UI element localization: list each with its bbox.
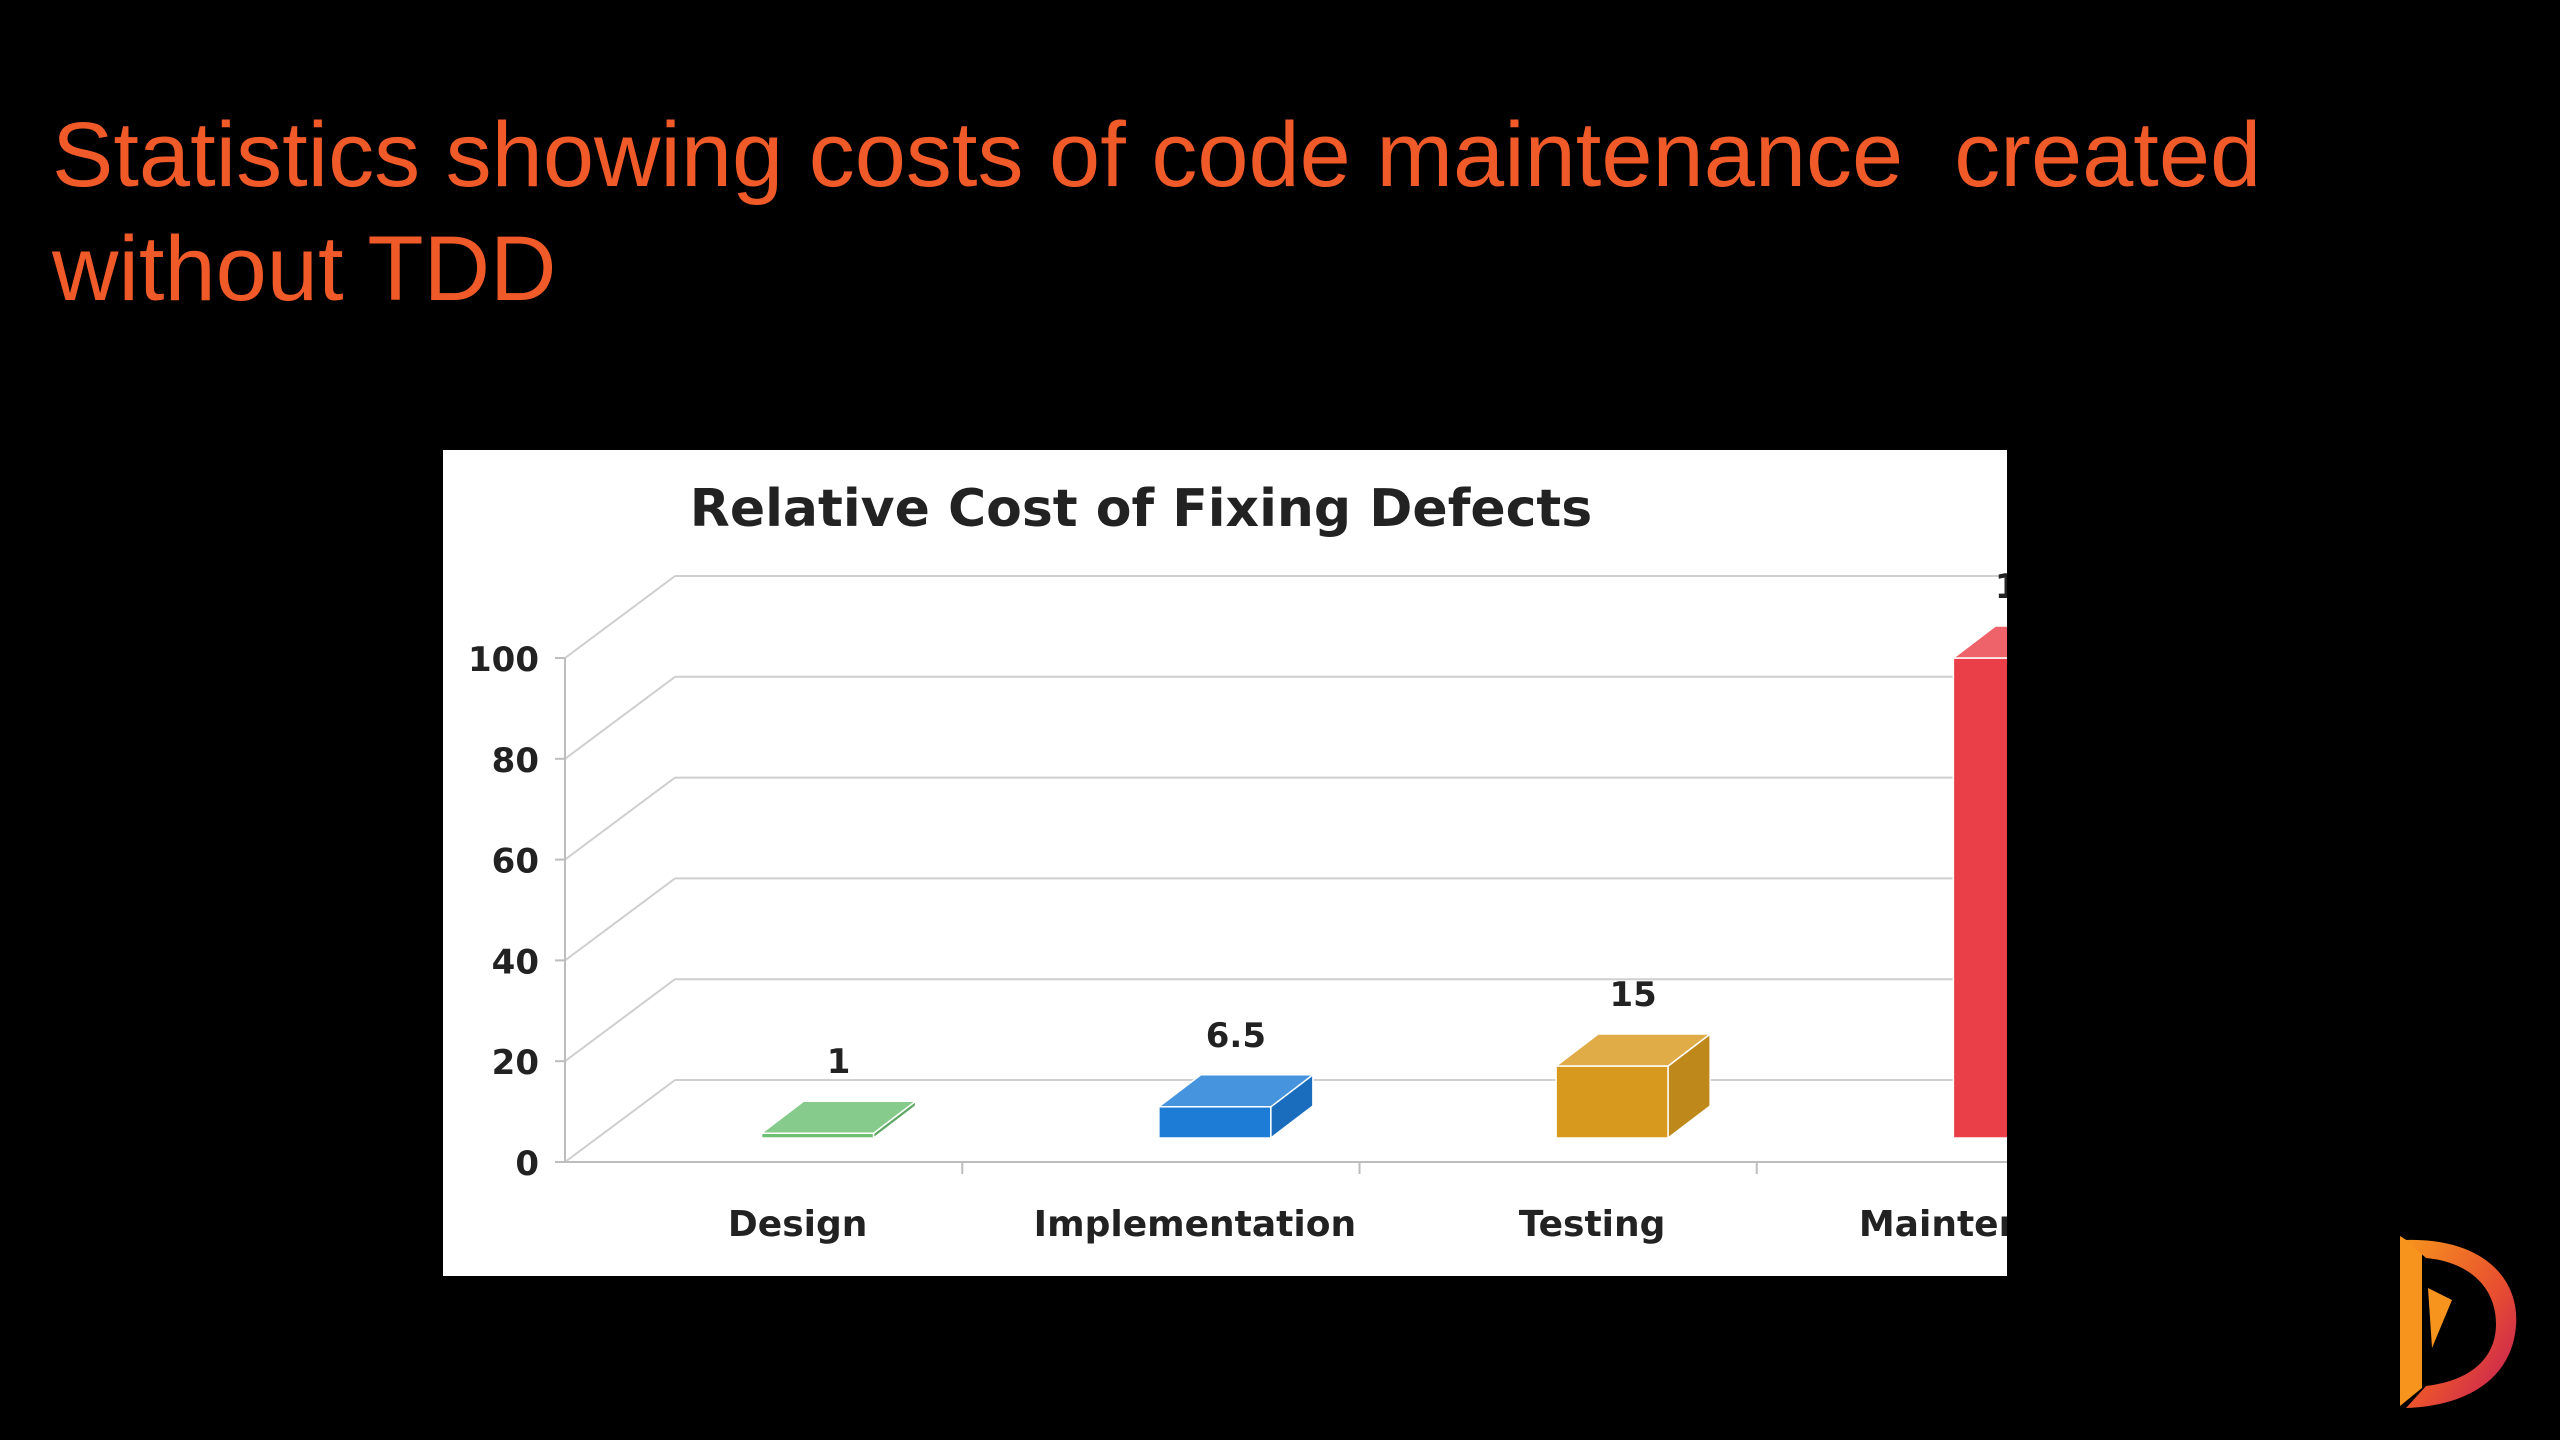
gridline-side xyxy=(564,575,676,659)
ytick-label: 40 xyxy=(492,942,539,982)
gridline-side xyxy=(564,776,676,861)
bar-top xyxy=(1156,1074,1316,1108)
bar-front xyxy=(1555,1065,1669,1139)
bar-implementation xyxy=(1156,1073,1316,1140)
gridline-side xyxy=(564,1079,676,1163)
ytick-label: 0 xyxy=(515,1144,539,1184)
chart-title: Relative Cost of Fixing Defects xyxy=(690,479,1592,539)
data-label: 6.5 xyxy=(1206,1016,1266,1056)
bar-top xyxy=(1951,625,2007,659)
xtick-label: Testing xyxy=(1519,1204,1666,1245)
bar-top xyxy=(1553,1033,1713,1067)
slide-title: Statistics showing costs of code mainten… xyxy=(52,104,2287,320)
gridline-side xyxy=(564,877,676,962)
xtick-label: Maintenance xyxy=(1859,1204,2007,1245)
ytick-label: 20 xyxy=(492,1043,539,1083)
bar-top xyxy=(759,1100,918,1134)
d-logo-icon xyxy=(2400,1236,2517,1408)
bar-testing xyxy=(1553,1032,1713,1140)
xtick-label: Implementation xyxy=(1034,1204,1356,1245)
ytick-label: 60 xyxy=(492,842,539,882)
data-label: 100 xyxy=(1995,567,2007,607)
bar-maintenance xyxy=(1951,625,2007,1139)
ytick-label: 100 xyxy=(468,640,539,680)
xtick-label: Design xyxy=(728,1204,867,1245)
chart-card: 0 20 40 60 80 100 1 Design 6.5 Implementation 15 T… xyxy=(443,450,2007,1276)
gridline-side xyxy=(564,978,676,1063)
bar-front xyxy=(1952,657,2007,1139)
bar-chart: 0 20 40 60 80 100 1 Design 6.5 Implementation 15 T… xyxy=(468,479,2007,1245)
gridline-side xyxy=(564,675,676,760)
ytick-label: 80 xyxy=(492,741,539,781)
data-label: 1 xyxy=(827,1042,851,1082)
data-label: 15 xyxy=(1609,975,1656,1015)
bar-front xyxy=(1158,1106,1272,1139)
bar-design xyxy=(759,1099,918,1140)
